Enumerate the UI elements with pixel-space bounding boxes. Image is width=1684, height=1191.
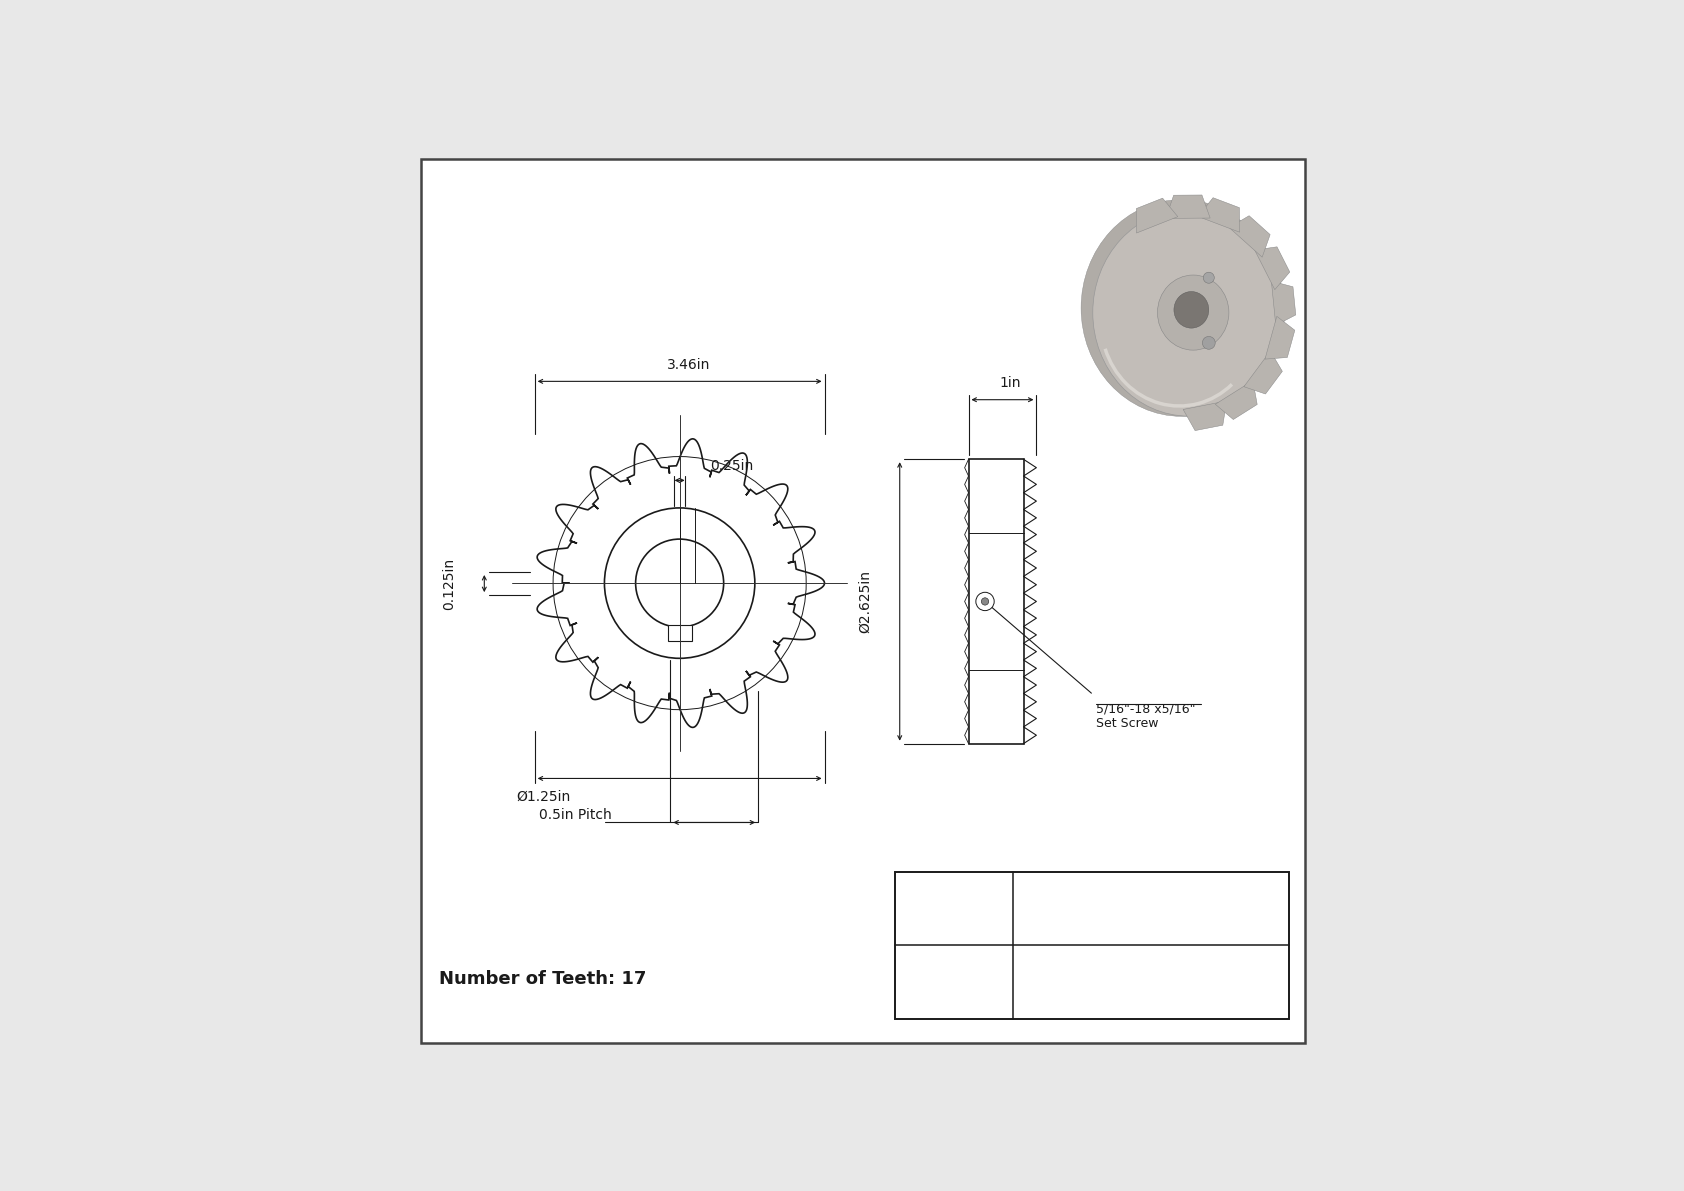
Ellipse shape bbox=[1093, 210, 1285, 416]
Circle shape bbox=[1204, 273, 1214, 283]
Polygon shape bbox=[1216, 381, 1258, 419]
Polygon shape bbox=[1165, 195, 1211, 218]
Ellipse shape bbox=[1157, 275, 1229, 350]
Circle shape bbox=[1202, 336, 1216, 349]
Bar bbox=[667, 625, 692, 641]
Text: CDEFKEFG: CDEFKEFG bbox=[1106, 960, 1196, 975]
Polygon shape bbox=[537, 438, 825, 728]
Text: Sprockets: Sprockets bbox=[1122, 993, 1182, 1006]
Text: 0.25in: 0.25in bbox=[711, 459, 754, 473]
Circle shape bbox=[982, 598, 989, 605]
Text: SHANGHAI LILY BEARING LIMITED: SHANGHAI LILY BEARING LIMITED bbox=[1034, 892, 1268, 905]
Polygon shape bbox=[1265, 317, 1295, 360]
Text: ®: ® bbox=[978, 884, 990, 897]
Text: Part
Number: Part Number bbox=[930, 968, 980, 996]
Text: LILY: LILY bbox=[914, 892, 994, 925]
Text: Email: lilybearing@lily-bearing.com: Email: lilybearing@lily-bearing.com bbox=[1046, 919, 1256, 933]
Text: Ø2.625in: Ø2.625in bbox=[857, 570, 872, 632]
Polygon shape bbox=[1184, 401, 1226, 431]
Ellipse shape bbox=[1081, 200, 1282, 417]
Text: 1in: 1in bbox=[999, 376, 1021, 391]
Polygon shape bbox=[1255, 247, 1290, 289]
Polygon shape bbox=[1197, 198, 1239, 232]
Text: 3.46in: 3.46in bbox=[667, 357, 711, 372]
Polygon shape bbox=[1271, 281, 1295, 325]
Polygon shape bbox=[1137, 198, 1177, 233]
Bar bbox=[896, 872, 1290, 1018]
Bar bbox=[968, 460, 1024, 743]
Text: 5/16"-18 x5/16"
Set Screw: 5/16"-18 x5/16" Set Screw bbox=[1096, 703, 1196, 730]
Text: Ø1.25in: Ø1.25in bbox=[517, 790, 571, 804]
Polygon shape bbox=[1229, 216, 1270, 257]
Circle shape bbox=[605, 507, 754, 659]
Ellipse shape bbox=[1174, 292, 1209, 329]
Text: Number of Teeth: 17: Number of Teeth: 17 bbox=[440, 971, 647, 989]
Text: 0.5in Pitch: 0.5in Pitch bbox=[539, 809, 611, 822]
Circle shape bbox=[975, 592, 994, 611]
Text: 0.125in: 0.125in bbox=[443, 557, 456, 610]
Polygon shape bbox=[1244, 351, 1282, 394]
Circle shape bbox=[635, 540, 724, 628]
